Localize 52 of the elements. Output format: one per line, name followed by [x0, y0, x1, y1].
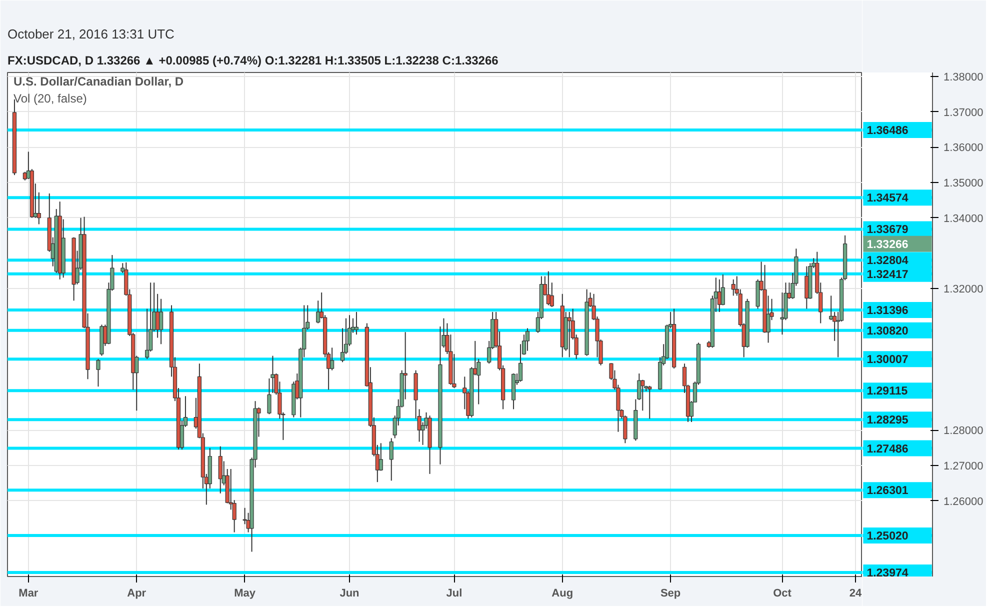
annotation: U.S. Dollar/Canadian Dollar, D — [14, 74, 184, 88]
x-tick-label: Jul — [446, 588, 462, 600]
y-tick-label: 1.35000 — [944, 177, 984, 190]
candlestick — [648, 385, 652, 420]
candlestick — [218, 446, 222, 494]
candlestick — [567, 311, 572, 358]
x-tick-label: Jun — [340, 588, 360, 600]
ref-line-label: 1.30007 — [866, 354, 908, 366]
x-tick-label: Mar — [18, 588, 39, 600]
y-tick-label: 1.37000 — [944, 106, 984, 119]
y-tick-label: 1.38000 — [944, 71, 984, 84]
candlestick — [354, 311, 359, 336]
candlestick — [270, 355, 275, 394]
x-tick-label: Aug — [552, 588, 574, 600]
ref-line-label: 1.28295 — [866, 414, 909, 427]
ref-line-label: 1.31396 — [866, 304, 908, 317]
x-tick-label: Oct — [773, 588, 792, 600]
y-tick-label: 1.28000 — [944, 425, 984, 438]
x-tick-label: May — [234, 588, 256, 600]
candlestick — [267, 378, 272, 415]
ref-line-label: 1.36486 — [866, 124, 908, 137]
annotation: Vol (20, false) — [14, 92, 87, 106]
chart-title: October 21, 2016 13:31 UTC — [8, 26, 174, 42]
candlestick — [389, 438, 394, 482]
ref-line-label: 1.32417 — [866, 268, 908, 281]
ref-line-label: 1.25020 — [866, 530, 908, 542]
candlestick — [378, 442, 383, 472]
x-tick-label: Apr — [127, 588, 147, 600]
ref-line-label: 1.29115 — [866, 386, 908, 398]
annotation: 1.33266 — [866, 238, 908, 251]
x-tick-label: 24 — [849, 588, 863, 600]
candlestick — [525, 328, 530, 352]
y-tick-label: 1.26000 — [944, 496, 984, 508]
y-tick-label: 1.32000 — [944, 284, 984, 296]
ref-line-label: 1.34574 — [866, 192, 909, 205]
ref-line-label: 1.30820 — [866, 325, 908, 338]
candlestick — [640, 379, 645, 412]
candlestick — [731, 278, 736, 296]
x-tick-label: Sep — [660, 588, 681, 600]
ref-line-label: 1.26301 — [866, 485, 909, 498]
chart-subtitle: FX:USDCAD, D 1.33266 ▲ +0.00985 (+0.74%) O:1.32281 H:1.33505 L:1.32238 C:1.33266 — [8, 54, 499, 68]
y-tick-label: 1.36000 — [944, 142, 984, 154]
ref-line-label: 1.23974 — [866, 567, 909, 580]
ref-line-label: 1.32804 — [866, 255, 909, 268]
candlestick — [518, 344, 523, 382]
candlestick — [330, 347, 334, 371]
y-tick-label: 1.34000 — [944, 212, 984, 225]
y-tick-label: 1.27000 — [944, 460, 984, 472]
candlestick — [96, 358, 100, 388]
ref-line-label: 1.33679 — [866, 224, 908, 236]
ref-line-label: 1.27486 — [866, 443, 908, 456]
candlestick — [159, 298, 164, 345]
